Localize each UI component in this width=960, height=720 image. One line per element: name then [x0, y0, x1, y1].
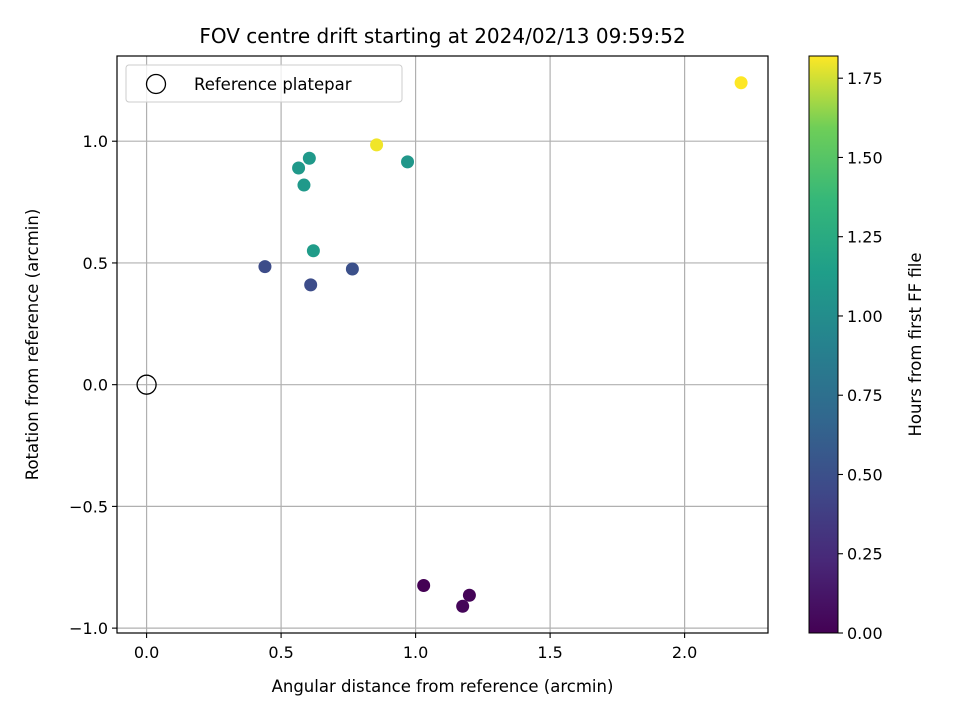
y-tick-label: 0.5	[83, 254, 108, 273]
x-tick-label: 1.0	[403, 643, 428, 662]
colorbar-tick-label: 0.50	[847, 465, 883, 484]
x-axis-label: Angular distance from reference (arcmin)	[272, 677, 614, 696]
scatter-point	[304, 278, 318, 292]
legend-marker-reference	[145, 73, 167, 95]
scatter-point	[297, 178, 311, 192]
y-tick-label: 0.0	[83, 376, 108, 395]
colorbar-tick-label: 0.25	[847, 545, 883, 564]
y-axis-label: Rotation from reference (arcmin)	[23, 209, 42, 481]
colorbar-tick-label: 1.75	[847, 69, 883, 88]
scatter-point	[292, 161, 306, 175]
plot-frame	[116, 55, 769, 634]
colorbar-label: Hours from first FF file	[906, 252, 925, 436]
scatter-point	[345, 262, 359, 276]
scatter-point	[306, 244, 320, 258]
points-layer	[136, 76, 748, 613]
scatter-point	[734, 76, 748, 90]
scatter-point	[417, 579, 431, 593]
colorbar-ticks: 0.00 0.25 0.50 0.75 1.00 1.25 1.50 1.75	[838, 69, 883, 643]
scatter-point	[456, 599, 470, 613]
colorbar-tick-label: 1.25	[847, 228, 883, 247]
x-tick-label: 2.0	[672, 643, 697, 662]
colorbar-tick-label: 1.50	[847, 148, 883, 167]
grid-layer	[117, 56, 768, 633]
y-tick-label: −1.0	[69, 619, 108, 638]
scatter-point	[462, 588, 476, 602]
colorbar-tick-label: 1.00	[847, 307, 883, 326]
legend-box	[125, 64, 403, 103]
scatter-point	[302, 151, 316, 165]
y-tick-label: 1.0	[83, 132, 108, 151]
colorbar: 0.00 0.25 0.50 0.75 1.00 1.25 1.50 1.75 Hours f…	[808, 55, 925, 643]
colorbar-tick-label: 0.75	[847, 386, 883, 405]
scatter-point	[401, 155, 415, 169]
x-tick-label: 0.5	[268, 643, 293, 662]
y-tick-label: −0.5	[69, 497, 108, 516]
colorbar-tick-label: 0.00	[847, 624, 883, 643]
legend: Reference platepar	[125, 64, 403, 103]
x-tick-label: 1.5	[537, 643, 562, 662]
chart-title: FOV centre drift starting at 2024/02/13 …	[199, 24, 685, 48]
scatter-point	[258, 260, 272, 274]
axis-layer: 0.0 0.5 1.0 1.5 2.0 −1.0 −0.5 0.0 0.5 1.0	[69, 132, 697, 662]
plot-area	[117, 56, 768, 633]
scatter-point	[370, 138, 384, 152]
colorbar-frame	[808, 55, 839, 634]
reference-platepar-marker	[136, 374, 157, 395]
x-tick-label: 0.0	[134, 643, 159, 662]
legend-label-reference: Reference platepar	[194, 75, 352, 94]
colorbar-gradient	[809, 56, 838, 633]
